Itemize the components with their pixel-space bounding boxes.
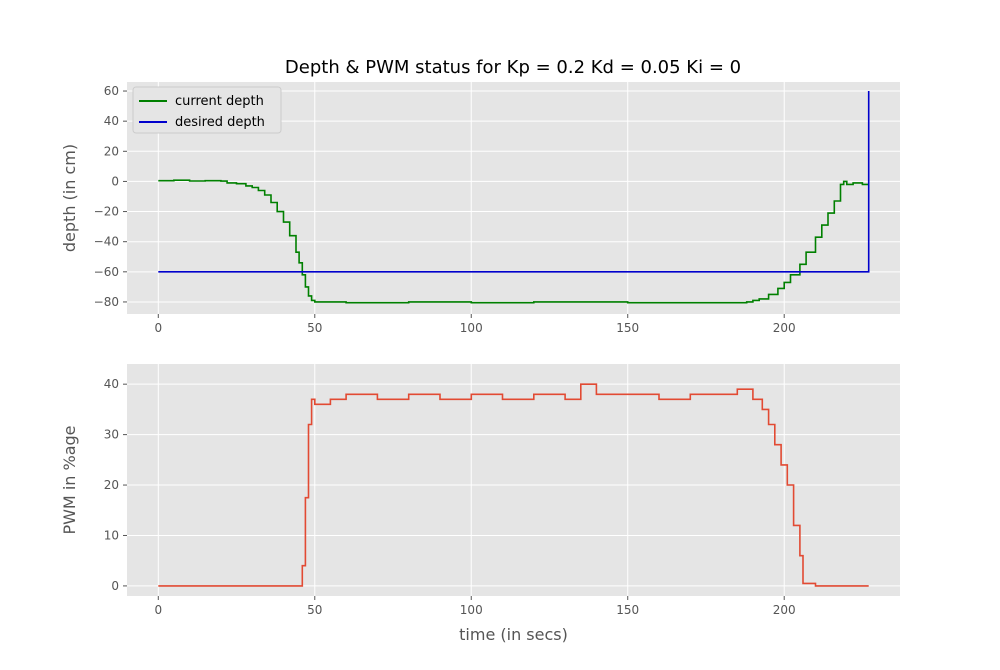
y-axis-label: PWM in %age — [60, 425, 79, 534]
x-tick-label: 150 — [616, 603, 639, 617]
legend-entry: current depth — [175, 94, 264, 109]
y-tick-label: 0 — [111, 174, 119, 188]
x-tick-label: 0 — [154, 603, 162, 617]
y-tick-label: −60 — [94, 265, 119, 279]
x-tick-label: 100 — [460, 321, 483, 335]
legend — [132, 86, 282, 134]
x-tick-label: 100 — [460, 603, 483, 617]
series-line-current-depth — [158, 179, 870, 304]
y-tick-label: 0 — [111, 579, 119, 593]
y-axis-label: depth (in cm) — [60, 144, 79, 252]
x-tick-label: 50 — [307, 321, 322, 335]
y-tick-label: 10 — [104, 528, 119, 542]
x-tick-label: 50 — [307, 603, 322, 617]
x-tick-label: 200 — [773, 321, 796, 335]
y-tick-label: −80 — [94, 295, 119, 309]
y-tick-label: −40 — [94, 235, 119, 249]
y-tick-label: 40 — [104, 114, 119, 128]
y-tick-label: 40 — [104, 377, 119, 391]
series-line-pwm — [158, 383, 869, 587]
x-tick-label: 150 — [616, 321, 639, 335]
y-tick-label: 30 — [104, 428, 119, 442]
x-axis-label: time (in secs) — [459, 625, 568, 644]
y-tick-label: −20 — [94, 205, 119, 219]
y-tick-label: 20 — [104, 478, 119, 492]
series-line-desired-depth — [158, 91, 870, 273]
x-tick-label: 200 — [773, 603, 796, 617]
figure-title: Depth & PWM status for Kp = 0.2 Kd = 0.0… — [285, 57, 741, 78]
x-tick-label: 0 — [154, 321, 162, 335]
y-tick-label: 60 — [104, 84, 119, 98]
legend-entry: desired depth — [175, 115, 265, 130]
y-tick-label: 20 — [104, 144, 119, 158]
plot-area — [127, 364, 900, 596]
